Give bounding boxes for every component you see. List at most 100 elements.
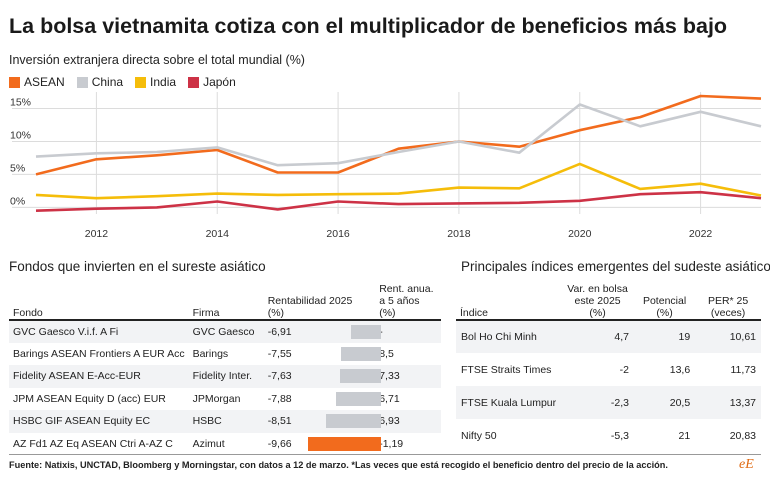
legend-item-japon: Japón [188,75,236,89]
fund-5y-return: 6,93 [379,415,400,428]
y-tick-label: 0% [10,195,25,207]
index-header-potencial-line2: (%) [656,307,673,319]
index-header-per: PER* 25 (veces) [695,283,761,320]
funds-header-rentabilidad: Rentabilidad 2025 (%) [267,295,353,319]
fund-return-value: -6,91 [267,325,292,338]
page-title: La bolsa vietnamita cotiza con el multip… [9,14,728,38]
index-potential: 20,5 [669,396,691,409]
publisher-logo-text: eE [739,457,754,472]
index-header-row: Índice Var. en bolsa este 2025 (%) Poten… [456,283,761,320]
fund-firm: Azimut [192,437,225,450]
index-header-potencial: Potencial (%) [634,283,695,320]
index-header-var-line1: Var. en bolsa [567,283,628,295]
fund-firm: Fidelity Inter. [192,370,253,383]
fund-firm: Barings [192,347,229,360]
x-tick-label: 2018 [447,228,471,240]
fund-return-bar [339,369,381,383]
fund-5y-return: -1,19 [379,437,404,450]
index-header-indice: Índice [460,307,489,319]
index-table: Índice Var. en bolsa este 2025 (%) Poten… [456,283,761,452]
x-tick-label: 2012 [85,228,109,240]
legend-item-asean: ASEAN [9,75,65,89]
index-header-potencial-line1: Potencial [642,295,687,307]
fund-firm: HSBC [192,415,222,428]
fund-return-cell: -7,88 [264,388,381,411]
fund-return-cell: -7,55 [264,343,381,366]
legend-swatch-japon [188,76,200,88]
index-potential: 21 [678,429,691,442]
fund-return-bar [340,346,381,361]
fund-row: HSBC GIF ASEAN Equity EC HSBC -8,51 6,93 [9,410,441,433]
y-tick-label: 10% [10,129,31,141]
index-row: FTSE Straits Times -2 13,6 11,73 [456,353,761,386]
series-line-india [35,162,762,200]
index-var: -2,3 [610,396,629,409]
publisher-logo: eE [739,457,754,473]
index-per: 11,73 [730,363,757,376]
index-var: 4,7 [614,331,629,343]
legend-swatch-india [135,76,147,88]
index-var: -2 [619,363,629,376]
fund-5y-return: 8,5 [379,347,394,360]
fund-name: AZ Fd1 AZ Eq ASEAN Ctri A-AZ C [13,437,173,450]
legend-label-asean: ASEAN [24,75,65,89]
index-row: Bol Ho Chi Minh 4,7 19 10,61 [456,320,761,353]
index-header-per-line2: (veces) [710,307,746,319]
x-tick-label: 2020 [568,228,592,240]
x-tick-label: 2014 [206,228,230,240]
fund-return-cell: -8,51 [264,410,381,433]
line-chart: 0% 5% 10% 15% 2012 2014 2016 2018 2020 2022 [10,92,762,240]
legend-label-japon: Japón [203,75,236,89]
index-per: 20,83 [729,429,756,442]
fund-row: Barings ASEAN Frontiers A EUR Acc Barings… [9,343,441,366]
series-line-china [35,103,762,167]
source-note: Fuente: Natixis, UNCTAD, Bloomberg y Mor… [9,460,668,470]
series-line-asean [35,94,762,176]
fund-return-cell: -9,66 [264,433,381,456]
fund-name: HSBC GIF ASEAN Equity EC [13,415,151,428]
footer-divider [9,454,761,455]
fund-name: GVC Gaesco V.i.f. A Fi [13,325,119,338]
fund-row: Fidelity ASEAN E-Acc-EUR Fidelity Inter. -… [9,365,441,388]
fund-firm: GVC Gaesco [192,325,255,338]
legend-label-china: China [91,75,124,89]
fund-return-value: -7,63 [267,370,292,383]
fund-5y-return: - [379,325,383,338]
fund-return-value: -9,66 [267,437,292,450]
fund-name: Barings ASEAN Frontiers A EUR Acc [13,347,185,360]
index-per: 13,37 [729,396,756,409]
fund-row: JPM ASEAN Equity D (acc) EUR JPMorgan -7,8… [9,388,441,411]
fund-return-cell: -7,63 [264,365,381,388]
fund-return-bar [335,391,381,406]
fund-row: AZ Fd1 AZ Eq ASEAN Ctri A-AZ C Azimut -9,6… [9,433,441,456]
funds-header-fondo: Fondo [13,307,43,319]
fund-5y-return: 7,33 [379,370,400,383]
fund-name: Fidelity ASEAN E-Acc-EUR [13,370,141,383]
index-name: Nifty 50 [461,429,497,442]
index-potential: 19 [678,331,691,343]
fund-return-bar [308,436,381,451]
index-name: FTSE Straits Times [461,363,552,376]
chart-title: Inversión extranjera directa sobre el to… [9,53,305,67]
y-tick-label: 15% [10,96,31,108]
index-name: FTSE Kuala Lumpur [461,396,557,409]
funds-header-rent-anua-line2: a 5 años (%) [379,295,420,319]
fund-return-cell: -6,91 [264,320,381,343]
chart-legend: ASEAN China India Japón [9,75,236,89]
index-header-var-line2: este 2025 (%) [574,295,621,319]
index-row: FTSE Kuala Lumpur -2,3 20,5 13,37 [456,386,761,419]
fund-return-bar [325,414,381,428]
y-tick-label: 5% [10,162,25,174]
fund-return-value: -7,88 [267,392,292,405]
fund-return-value: -7,55 [267,347,292,360]
index-name: Bol Ho Chi Minh [461,331,537,343]
funds-header-firma: Firma [192,307,220,319]
index-var: -5,3 [610,429,629,442]
x-tick-label: 2016 [326,228,350,240]
legend-swatch-china [76,76,88,88]
legend-item-india: India [135,75,176,89]
legend-swatch-asean [9,76,20,88]
fund-5y-return: 6,71 [379,392,400,405]
legend-item-china: China [76,75,124,89]
fund-return-value: -8,51 [267,415,292,428]
